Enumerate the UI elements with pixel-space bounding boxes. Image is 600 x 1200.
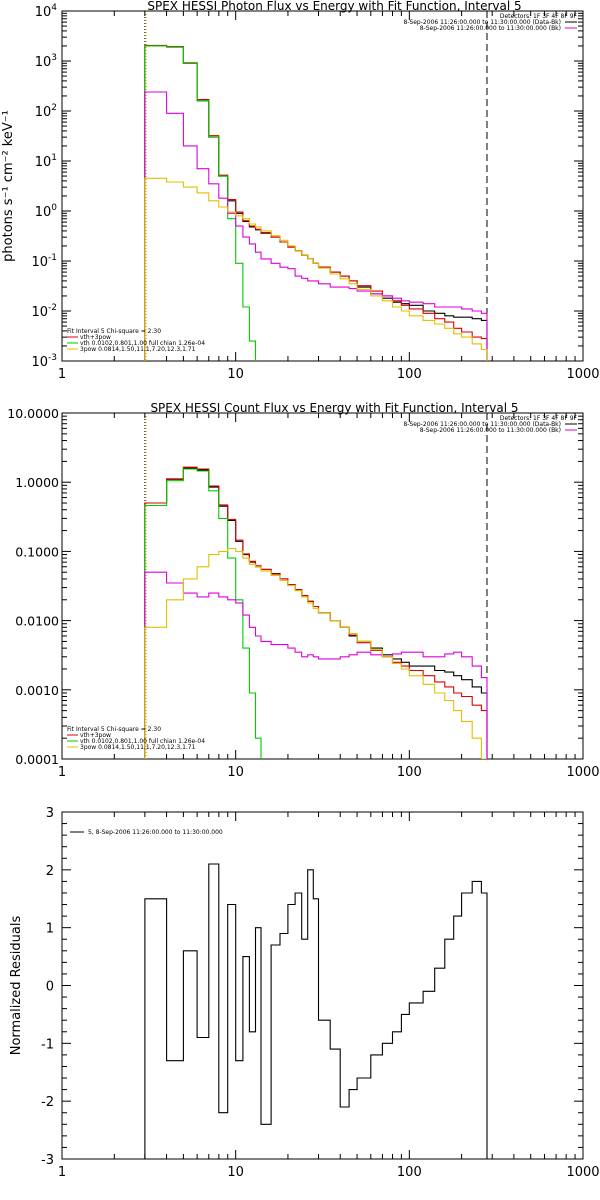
header-line: 8-Sep-2006 11:26:00.000 to 11:30:00.000 … <box>420 25 561 32</box>
series-line-3 <box>144 571 488 759</box>
y-axis-label: Normalized Residuals <box>9 916 24 1056</box>
plot-area <box>144 863 488 1159</box>
y-tick-mantissa: 10 <box>31 255 48 270</box>
fit-legend-line: 3pow 0.0814,1.50,11.1,7.20,12.3,1.71 <box>80 346 196 353</box>
fit-legend-line: vth 0.0102,0.801,1.00 full chian 1.26e-0… <box>80 340 205 347</box>
header-line: 8-Sep-2006 11:26:00.000 to 11:30:00.000 … <box>403 19 561 26</box>
x-tick-label: 10 <box>227 1165 244 1180</box>
y-tick-label: 104 <box>35 3 58 20</box>
x-tick-label: 10 <box>227 765 244 780</box>
y-tick-label: 10-2 <box>31 303 57 320</box>
x-tick-label: 1000 <box>566 1165 599 1180</box>
y-tick-mantissa: 10 <box>35 55 52 70</box>
series-line-4 <box>144 547 487 759</box>
y-tick-label: -3 <box>41 1153 54 1168</box>
y-tick-label: 0 <box>46 980 54 995</box>
y-tick-label: 10-3 <box>31 353 57 370</box>
y-tick-label: 1 <box>46 922 54 937</box>
y-tick-label: 2 <box>46 864 54 879</box>
y-tick-label: 0.1000 <box>15 544 59 559</box>
y-tick-exponent: 0 <box>51 203 57 213</box>
fit-legend-line: Fit Interval 5 Chi-square = 2.30 <box>67 726 161 733</box>
fit-legend-line: vth+3pow <box>80 334 111 341</box>
header-line: Detectors: 1F 3F 4F 8F 9F <box>500 13 578 20</box>
x-tick-label: 1 <box>58 765 66 780</box>
y-tick-label: 0.0010 <box>15 683 59 698</box>
series-line-2 <box>144 45 262 361</box>
count-flux-panel: SPEX HESSI Count Flux vs Energy with Fit… <box>7 401 599 780</box>
x-tick-label: 1 <box>58 1165 66 1180</box>
series-line-4 <box>144 177 488 361</box>
y-tick-label: 1.0000 <box>15 475 59 490</box>
plot-area <box>144 44 488 361</box>
y-tick-label: 101 <box>35 153 57 170</box>
x-tick-label: 1000 <box>566 367 599 382</box>
y-tick-label: 0.0001 <box>15 752 59 767</box>
fit-legend-line: Fit Interval 5 Chi-square = 2.30 <box>67 328 161 335</box>
fit-legend-line: 3pow 0.0814,1.50,11.1,7.20,12.3,1.71 <box>80 744 196 751</box>
y-tick-label: -2 <box>41 1095 54 1110</box>
y-tick-mantissa: 10 <box>35 205 52 220</box>
header-line: 8-Sep-2006 11:26:00.000 to 11:30:00.000 … <box>420 427 561 434</box>
y-tick-mantissa: 10 <box>35 155 52 170</box>
y-tick-exponent: 3 <box>51 53 57 63</box>
y-tick-mantissa: 10 <box>35 105 52 120</box>
x-tick-label: 10 <box>227 367 244 382</box>
y-tick-exponent: 1 <box>51 153 57 163</box>
fit-legend-line: vth 0.0102,0.801,1.00 full chian 1.26e-0… <box>80 738 205 745</box>
y-tick-label: -1 <box>41 1037 54 1052</box>
y-tick-exponent: -3 <box>48 353 57 363</box>
y-tick-exponent: 2 <box>51 103 57 113</box>
series-line-3 <box>144 91 488 361</box>
x-tick-label: 100 <box>397 367 422 382</box>
y-tick-mantissa: 10 <box>35 5 52 20</box>
y-tick-exponent: 4 <box>51 3 57 13</box>
series-line-0 <box>144 863 488 1159</box>
y-tick-exponent: -2 <box>48 303 57 313</box>
x-tick-label: 100 <box>397 765 422 780</box>
y-tick-label: 3 <box>46 806 54 821</box>
y-tick-exponent: -1 <box>48 253 57 263</box>
y-tick-label: 10.0000 <box>7 406 59 421</box>
y-tick-label: 10-1 <box>31 253 57 270</box>
plot-frame <box>61 412 584 760</box>
chart-title: SPEX HESSI Photon Flux vs Energy with Fi… <box>147 0 521 13</box>
y-axis-label: photons s⁻¹ cm⁻² keV⁻¹ <box>1 110 16 262</box>
chart-title: SPEX HESSI Count Flux vs Energy with Fit… <box>150 401 518 415</box>
x-tick-label: 1 <box>58 367 66 382</box>
y-tick-label: 103 <box>35 53 57 70</box>
residual-legend-text: 5, 8-Sep-2006 11:26:00.000 to 11:30:00.0… <box>88 829 223 836</box>
y-tick-mantissa: 10 <box>31 355 48 370</box>
series-line-2 <box>144 468 262 759</box>
x-tick-label: 100 <box>397 1165 422 1180</box>
fit-legend-line: vth+3pow <box>80 732 111 739</box>
header-line: 8-Sep-2006 11:26:00.000 to 11:30:00.000 … <box>403 421 561 428</box>
header-line: Detectors: 1F 3F 4F 8F 9F <box>500 415 578 422</box>
plot-area <box>144 466 488 759</box>
photon-flux-panel: SPEX HESSI Photon Flux vs Energy with Fi… <box>1 0 600 382</box>
y-tick-label: 0.0100 <box>15 614 59 629</box>
x-tick-label: 1000 <box>566 765 599 780</box>
y-tick-label: 100 <box>35 203 58 220</box>
y-tick-mantissa: 10 <box>31 305 48 320</box>
plot-frame <box>61 10 584 362</box>
residuals-panel: 1 10 100 1000 -3 -2 -1 0 1 2 3 Normalized Residuals… <box>9 806 600 1180</box>
y-tick-label: 102 <box>35 103 57 120</box>
